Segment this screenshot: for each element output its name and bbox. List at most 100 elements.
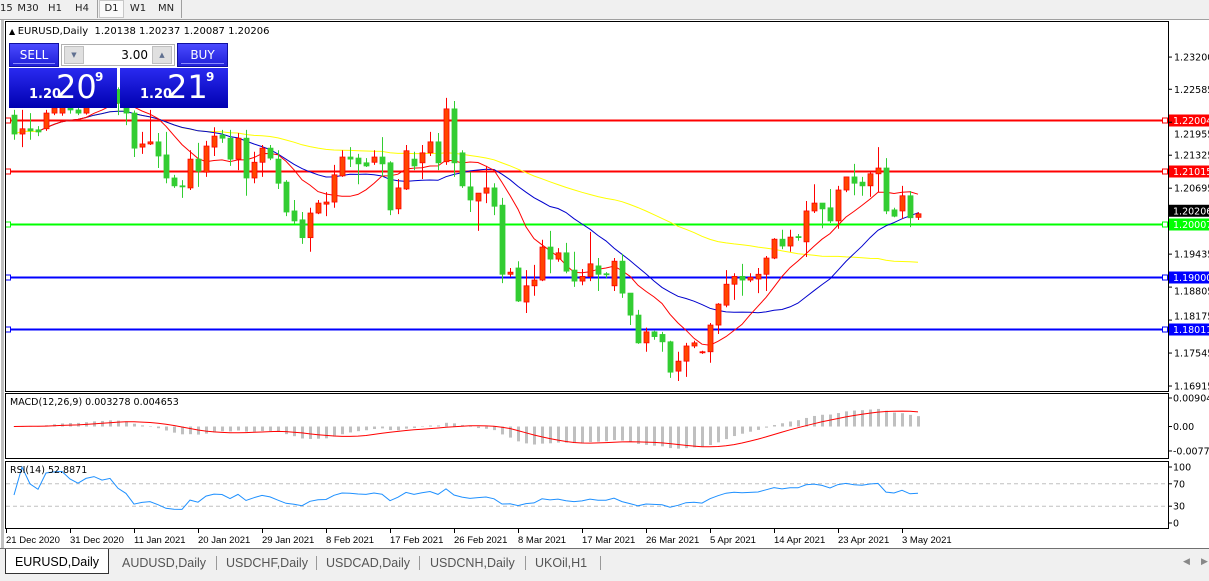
timeframe-toolbar: 15 M30 H1 H4 D1 W1 MN <box>0 0 1209 20</box>
bullish-candle <box>251 151 258 184</box>
bullish-candle <box>147 109 154 145</box>
candle-body <box>43 112 50 130</box>
macd-histogram-bar <box>741 426 744 434</box>
tab-usdchf-daily[interactable]: USDCHF,Daily <box>226 556 308 570</box>
bearish-candle <box>571 251 578 287</box>
timeframe-h1-button[interactable]: H1 <box>48 3 62 14</box>
macd-histogram-bar <box>877 408 880 427</box>
lot-increase-button[interactable]: ▲ <box>152 46 172 64</box>
chart-background <box>0 20 1209 548</box>
bullish-candle <box>19 109 26 148</box>
bearish-candle <box>219 129 226 143</box>
scroll-right-icon[interactable]: ▶ <box>1201 557 1208 567</box>
candle-body <box>603 273 610 276</box>
bullish-candle <box>523 270 530 314</box>
bearish-candle <box>35 126 42 137</box>
tab-eurusd-daily[interactable]: EURUSD,Daily <box>5 549 109 574</box>
sell-button[interactable]: SELL <box>9 43 59 67</box>
candle-body <box>675 360 682 372</box>
ohlc-values: 1.20138 1.20237 1.20087 1.20206 <box>94 26 270 37</box>
buy-price-box[interactable]: 1.20 21 9 <box>120 68 228 108</box>
macd-histogram-bar <box>749 426 752 432</box>
buy-button[interactable]: BUY <box>177 43 228 67</box>
bullish-candle <box>723 270 730 308</box>
tab-audusd-daily[interactable]: AUDUSD,Daily <box>122 556 207 570</box>
timeframe-m30-button[interactable]: M30 <box>17 3 39 14</box>
bearish-candle <box>451 101 458 177</box>
candle-body <box>211 135 218 148</box>
macd-histogram-bar <box>445 422 448 427</box>
chart-window[interactable]: 1.220041.210151.200071.190001.180111.202… <box>0 0 1209 548</box>
candle-body <box>811 202 818 212</box>
timeframe-w1-button[interactable]: W1 <box>129 3 147 14</box>
tab-usdcnh-daily[interactable]: USDCNH,Daily <box>430 556 515 570</box>
timeframe-mn-button[interactable]: MN <box>157 3 175 14</box>
bullish-candle <box>867 172 874 197</box>
chart-header: ▲ EURUSD,Daily 1.20138 1.20237 1.20087 1… <box>9 26 269 37</box>
candle-body <box>419 152 426 164</box>
sell-price-box[interactable]: 1.20 20 9 <box>9 68 117 108</box>
candle-body <box>755 273 762 280</box>
candle-body <box>195 158 202 172</box>
timeframe-m15-button[interactable]: 15 <box>0 3 13 14</box>
candle-body <box>147 141 154 145</box>
bearish-candle <box>435 132 442 171</box>
candle-body <box>379 156 386 165</box>
tab-usdcad-daily[interactable]: USDCAD,Daily <box>326 556 411 570</box>
candle-body <box>819 202 826 210</box>
macd-histogram-bar <box>573 426 576 444</box>
candle-body <box>203 145 210 173</box>
candle-body <box>75 109 82 114</box>
bearish-candle <box>355 153 362 185</box>
candle-body <box>187 158 194 189</box>
macd-histogram-bar <box>117 420 120 427</box>
tab-ukoil-h1[interactable]: UKOil,H1 <box>535 556 588 570</box>
candle-body <box>627 292 634 316</box>
candle-body <box>243 137 250 179</box>
rsi-label: RSI(14) 52.8871 <box>10 465 87 476</box>
macd-histogram-bar <box>789 421 792 427</box>
tab-separator <box>600 556 601 570</box>
bullish-candle <box>443 97 450 165</box>
date-tick-label: 21 Dec 2020 <box>6 535 60 546</box>
bearish-candle <box>467 172 474 212</box>
scroll-left-icon[interactable]: ◀ <box>1183 557 1190 567</box>
bullish-candle <box>235 132 242 171</box>
bullish-candle <box>259 145 266 177</box>
macd-histogram-bar <box>229 426 232 432</box>
rsi-tick-label: 70 <box>1173 479 1185 490</box>
candle-body <box>475 192 482 202</box>
bullish-candle <box>699 350 706 354</box>
bearish-candle <box>907 191 914 228</box>
macd-histogram-bar <box>549 426 552 444</box>
line-price-label-bg <box>1169 323 1209 336</box>
macd-histogram-bar <box>909 414 912 427</box>
line-price-label: 1.22004 <box>1173 116 1209 127</box>
macd-histogram-bar <box>621 426 624 441</box>
macd-histogram-bar <box>493 426 496 431</box>
candle-body <box>843 176 850 191</box>
candle-body <box>163 154 170 179</box>
bearish-candle <box>275 150 282 189</box>
toolbar-separator <box>97 0 98 18</box>
date-tick-label: 14 Apr 2021 <box>774 535 825 546</box>
lot-decrease-button[interactable]: ▼ <box>64 46 84 64</box>
macd-histogram-bar <box>541 426 544 444</box>
candle-body <box>667 341 674 373</box>
sell-price-prefix: 1.20 <box>29 87 62 102</box>
collapse-triangle-icon[interactable]: ▲ <box>9 27 18 36</box>
timeframe-h4-button[interactable]: H4 <box>75 3 89 14</box>
candle-body <box>547 246 554 260</box>
macd-histogram-bar <box>757 426 760 430</box>
macd-histogram-bar <box>781 423 784 427</box>
date-tick-label: 29 Jan 2021 <box>262 535 314 546</box>
bearish-candle <box>627 292 634 326</box>
bearish-candle <box>659 331 666 352</box>
date-tick-label: 11 Jan 2021 <box>134 535 186 546</box>
line-anchor-right <box>1162 117 1168 124</box>
bullish-candle <box>587 231 594 282</box>
macd-histogram-bar <box>261 426 264 432</box>
candle-body <box>531 279 538 287</box>
lot-size-input[interactable] <box>86 45 148 65</box>
timeframe-d1-button[interactable]: D1 <box>99 0 124 18</box>
